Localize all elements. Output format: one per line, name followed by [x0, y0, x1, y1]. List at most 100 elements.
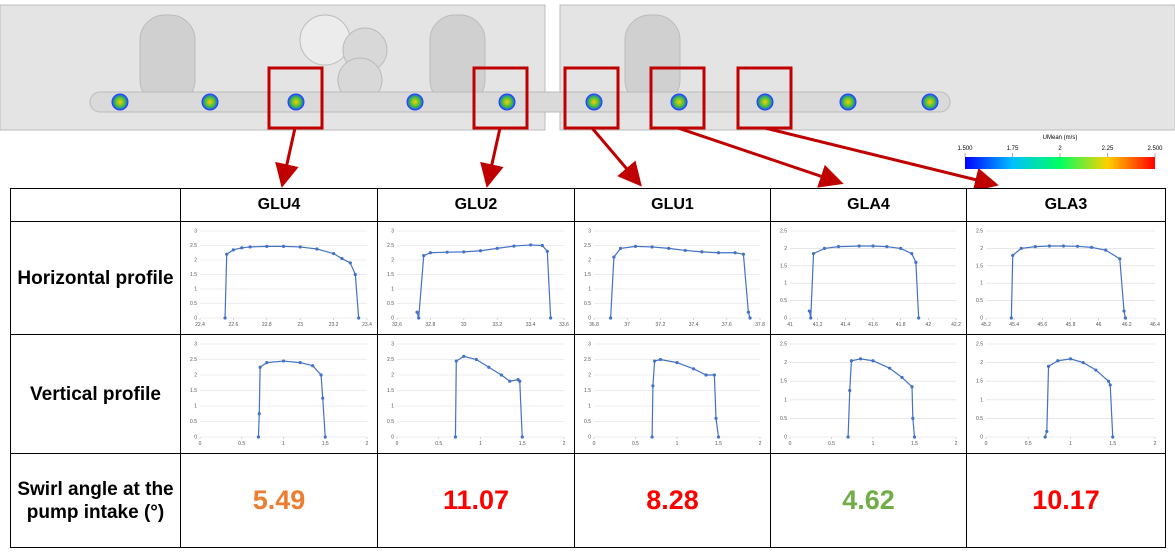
profile-point — [1061, 244, 1064, 247]
profile-point — [857, 244, 860, 247]
profile-point — [478, 249, 481, 252]
x-tick-label: 41.6 — [868, 322, 878, 328]
x-tick-label: 45.2 — [981, 322, 991, 328]
x-tick-label: 1.5 — [715, 441, 722, 447]
x-tick-label: 45.4 — [1009, 322, 1019, 328]
y-tick-label: 2 — [391, 372, 394, 378]
y-tick-label: 1.5 — [780, 378, 787, 384]
x-tick-label: 22.8 — [261, 322, 271, 328]
y-tick-label: 0.5 — [976, 415, 983, 421]
profile-point — [917, 316, 920, 319]
y-tick-label: 1 — [588, 403, 591, 409]
profile-point — [1045, 429, 1048, 432]
profile-point — [612, 255, 615, 258]
profile-point — [733, 251, 736, 254]
colorbar-tick-label: 1.500 — [957, 146, 973, 152]
profile-point — [422, 254, 425, 257]
y-tick-label: 1 — [980, 280, 983, 286]
profile-point — [518, 379, 521, 382]
profile-chart: 00.511.522.5336.83737.237.437.637.8 — [578, 225, 768, 332]
y-tick-label: 0 — [588, 434, 591, 440]
x-tick-label: 33.4 — [525, 322, 535, 328]
x-tick-label: 23.4 — [362, 322, 372, 328]
x-tick-label: 0 — [198, 441, 201, 447]
y-tick-label: 2.5 — [976, 228, 983, 234]
profile-point — [298, 361, 301, 364]
profile-point — [1043, 435, 1046, 438]
profile-point — [811, 252, 814, 255]
y-tick-label: 1.5 — [976, 378, 983, 384]
chart-cell: 00.511.522.5332.632.83333.233.433.6 — [378, 222, 575, 335]
y-tick-label: 2 — [588, 372, 591, 378]
profile-point — [332, 252, 335, 255]
profile-point — [652, 359, 655, 362]
y-tick-label: 2 — [980, 360, 983, 366]
swirl-angle: 11.07 — [378, 454, 575, 548]
x-tick-label: 33.2 — [492, 322, 502, 328]
profile-point — [667, 246, 670, 249]
y-tick-label: 2 — [194, 372, 197, 378]
x-tick-label: 37 — [624, 322, 630, 328]
profile-point — [822, 246, 825, 249]
x-tick-label: 2 — [954, 441, 957, 447]
y-tick-label: 1.5 — [387, 388, 394, 394]
x-tick-label: 32.6 — [392, 322, 402, 328]
colorbar-tick-label: 1.75 — [1007, 146, 1019, 152]
y-tick-label: 1.5 — [780, 263, 787, 269]
x-tick-label: 37.6 — [721, 322, 731, 328]
x-tick-label: 1 — [871, 441, 874, 447]
y-tick-label: 0 — [194, 315, 197, 321]
x-tick-label: 1.5 — [1109, 441, 1116, 447]
profile-point — [462, 354, 465, 357]
y-tick-label: 1.5 — [190, 272, 197, 278]
profile-point — [1011, 253, 1014, 256]
profile-point — [512, 244, 515, 247]
profile-point — [240, 246, 243, 249]
profile-point — [1047, 244, 1050, 247]
y-tick-label: 2 — [784, 360, 787, 366]
x-tick-label: 1.5 — [911, 441, 918, 447]
profile-point — [658, 357, 661, 360]
profile-point — [836, 245, 839, 248]
x-tick-label: 1 — [479, 441, 482, 447]
profile-point — [545, 249, 548, 252]
profile-point — [675, 361, 678, 364]
chart-cell: 00.511.522.500.511.52 — [771, 335, 967, 454]
profile-point — [700, 250, 703, 253]
y-tick-label: 1 — [784, 397, 787, 403]
chart-cell: 00.511.522.54141.241.441.641.84242.2 — [771, 222, 967, 335]
x-tick-label: 37.2 — [655, 322, 665, 328]
profile-point — [1068, 357, 1071, 360]
y-tick-label: 0 — [588, 315, 591, 321]
profile-point — [1019, 246, 1022, 249]
profile-point — [315, 247, 318, 250]
profile-point — [499, 373, 502, 376]
profile-point — [741, 252, 744, 255]
profile-point — [357, 316, 360, 319]
x-tick-label: 0 — [788, 441, 791, 447]
x-tick-label: 41.2 — [812, 322, 822, 328]
profile-line — [1045, 358, 1113, 436]
profile-point — [650, 245, 653, 248]
profile-point — [321, 396, 324, 399]
x-tick-label: 1 — [1069, 441, 1072, 447]
x-tick-label: 32.8 — [425, 322, 435, 328]
profile-point — [454, 359, 457, 362]
profile-point — [529, 243, 532, 246]
x-tick-label: 45.6 — [1037, 322, 1047, 328]
row-label: Vertical profile — [11, 335, 181, 454]
profile-point — [353, 272, 356, 275]
colorbar-tick-label: 2.500 — [1147, 146, 1163, 152]
colorbar-gradient — [965, 157, 1155, 169]
x-tick-label: 0 — [984, 441, 987, 447]
profile-point — [311, 364, 314, 367]
y-tick-label: 1.5 — [976, 263, 983, 269]
y-tick-label: 1 — [194, 286, 197, 292]
profile-point — [1081, 361, 1084, 364]
